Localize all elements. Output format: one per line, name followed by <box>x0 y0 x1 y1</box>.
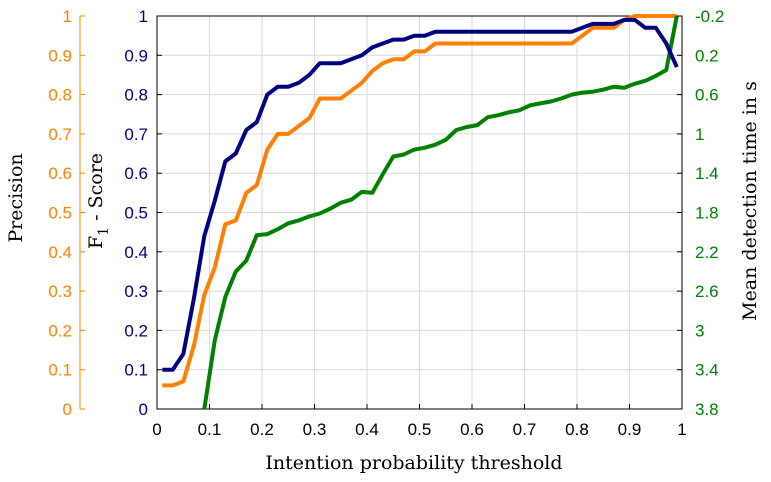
precision-tick-label: 0.9 <box>48 46 72 65</box>
f1-tick-label: 0.1 <box>124 361 148 380</box>
f1-tick-label: 0.9 <box>124 46 148 65</box>
f1-axis-label-rest: - Score <box>85 153 107 227</box>
precision-tick-label: 0.7 <box>48 125 72 144</box>
x-tick-label: 0.8 <box>565 420 589 439</box>
f1-tick-label: 0 <box>139 400 148 419</box>
right-tick-label: -0.2 <box>695 7 724 26</box>
precision-tick-label: 1 <box>63 7 72 26</box>
f1-tick-label: 0.2 <box>124 321 148 340</box>
right-tick-label: 3.8 <box>695 400 719 419</box>
x-tick-label: 0.9 <box>618 420 642 439</box>
x-tick-label: 0.4 <box>355 420 379 439</box>
f1-tick-label: 0.3 <box>124 282 148 301</box>
right-tick-label: 1.4 <box>695 164 719 183</box>
precision-tick-label: 0.5 <box>48 204 72 223</box>
right-tick-label: 1.8 <box>695 204 719 223</box>
precision-tick-label: 0.4 <box>48 243 72 262</box>
f1-axis-label: F1 - Score <box>85 153 112 249</box>
precision-tick-label: 0.8 <box>48 86 72 105</box>
f1-tick-label: 0.6 <box>124 164 148 183</box>
x-tick-label: 0 <box>152 420 161 439</box>
right-tick-label: 2.2 <box>695 243 719 262</box>
right-axis-label: Mean detection time in s <box>739 81 761 321</box>
x-tick-label: 0.7 <box>513 420 537 439</box>
precision-tick-label: 0.6 <box>48 164 72 183</box>
series-layer <box>162 14 679 410</box>
f1-tick-label: 0.4 <box>124 243 148 262</box>
x-tick-label: 0.1 <box>198 420 222 439</box>
precision-tick-label: 0.2 <box>48 321 72 340</box>
x-tick-label: 0.6 <box>460 420 484 439</box>
x-axis: 0 0.1 0.2 0.3 0.4 0.5 0.6 0.7 0.8 0.9 1 <box>152 404 687 439</box>
x-tick-label: 0.3 <box>303 420 327 439</box>
grid <box>156 15 683 410</box>
x-axis-label: Intention probability threshold <box>265 452 562 474</box>
precision-axis: 0 0.1 0.2 0.3 0.4 0.5 0.6 0.7 0.8 0.9 1 <box>48 7 85 419</box>
x-tick-label: 1 <box>677 420 686 439</box>
f1-axis-label-main: F <box>85 236 107 249</box>
precision-tick-label: 0 <box>63 400 72 419</box>
right-tick-label: 0.6 <box>695 86 719 105</box>
f1-axis: 0 0.1 0.2 0.3 0.4 0.5 0.6 0.7 0.8 0.9 1 <box>124 7 162 419</box>
right-tick-label: 0.2 <box>695 46 719 65</box>
f1-tick-label: 0.5 <box>124 204 148 223</box>
f1-tick-label: 0.7 <box>124 125 148 144</box>
detection-series-line <box>202 15 679 410</box>
f1-series-line <box>162 17 679 372</box>
x-tick-label: 0.5 <box>408 420 432 439</box>
right-axis: -0.2 0.2 0.6 1 1.4 1.8 2.2 2.6 3 3.4 3.8 <box>677 7 724 419</box>
precision-axis-label: Precision <box>5 153 27 242</box>
x-tick-label: 0.2 <box>250 420 274 439</box>
f1-tick-label: 0.8 <box>124 86 148 105</box>
precision-series-line <box>162 14 677 388</box>
f1-tick-label: 1 <box>139 7 148 26</box>
precision-tick-label: 0.3 <box>48 282 72 301</box>
precision-tick-label: 0.1 <box>48 361 72 380</box>
right-tick-label: 1 <box>695 125 704 144</box>
right-tick-label: 3 <box>695 321 704 340</box>
f1-axis-label-sub: 1 <box>96 227 112 236</box>
right-tick-label: 3.4 <box>695 361 719 380</box>
right-tick-label: 2.6 <box>695 282 719 301</box>
